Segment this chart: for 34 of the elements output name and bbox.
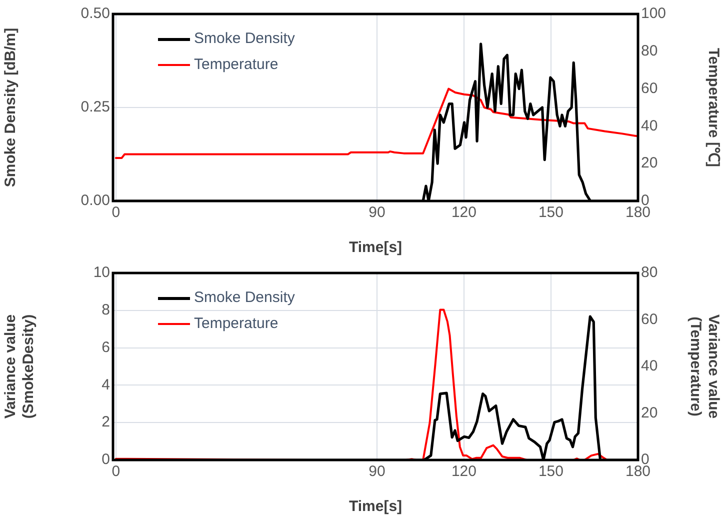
y2-tick-label: 80 [641,42,658,60]
legend-label: Smoke Density [194,29,295,49]
y-tick-label: 8 [102,302,110,319]
y2-tick-label: 40 [641,358,658,375]
y-tick-label: 2 [102,414,110,431]
y-tick-label: 4 [102,376,110,394]
y-tick-label: 0 [102,451,110,468]
y2-tick-label: 100 [641,5,666,22]
x-tick-label: 90 [368,204,386,222]
x-tick-label: 90 [368,463,386,480]
y2-tick-label: 40 [641,117,658,134]
y2-axis-title: Temperature [℃] [704,48,722,167]
legend-label: Smoke Density [194,288,295,308]
y2-axis-title: Variance value (Temperature) [686,314,722,419]
y2-tick-label: 20 [641,404,658,422]
y2-tick-label: 60 [641,80,658,97]
y-axis-title: Variance value (SmokeDesity) [2,314,38,419]
y-tick-label: 0.50 [80,5,110,22]
y2-tick-label: 20 [641,154,658,172]
x-tick-label: 150 [538,463,564,480]
y2-tick-label: 60 [641,310,658,328]
y-tick-label: 10 [93,264,110,282]
legend-label: Temperature [194,55,278,75]
y-tick-label: 0.25 [80,98,110,116]
y-tick-label: 0.00 [80,192,110,210]
x-tick-label: 120 [451,204,476,222]
x-axis-title: Time[s] [348,498,402,516]
y-axis-title: Smoke Density [dB/m] [2,28,20,188]
y-tick-label: 6 [102,338,110,356]
x-axis-title: Time[s] [348,239,402,256]
x-tick-label: 150 [538,204,564,222]
y2-tick-label: 80 [641,264,658,282]
x-tick-label: 120 [451,463,476,480]
legend-label: Temperature [194,314,278,334]
